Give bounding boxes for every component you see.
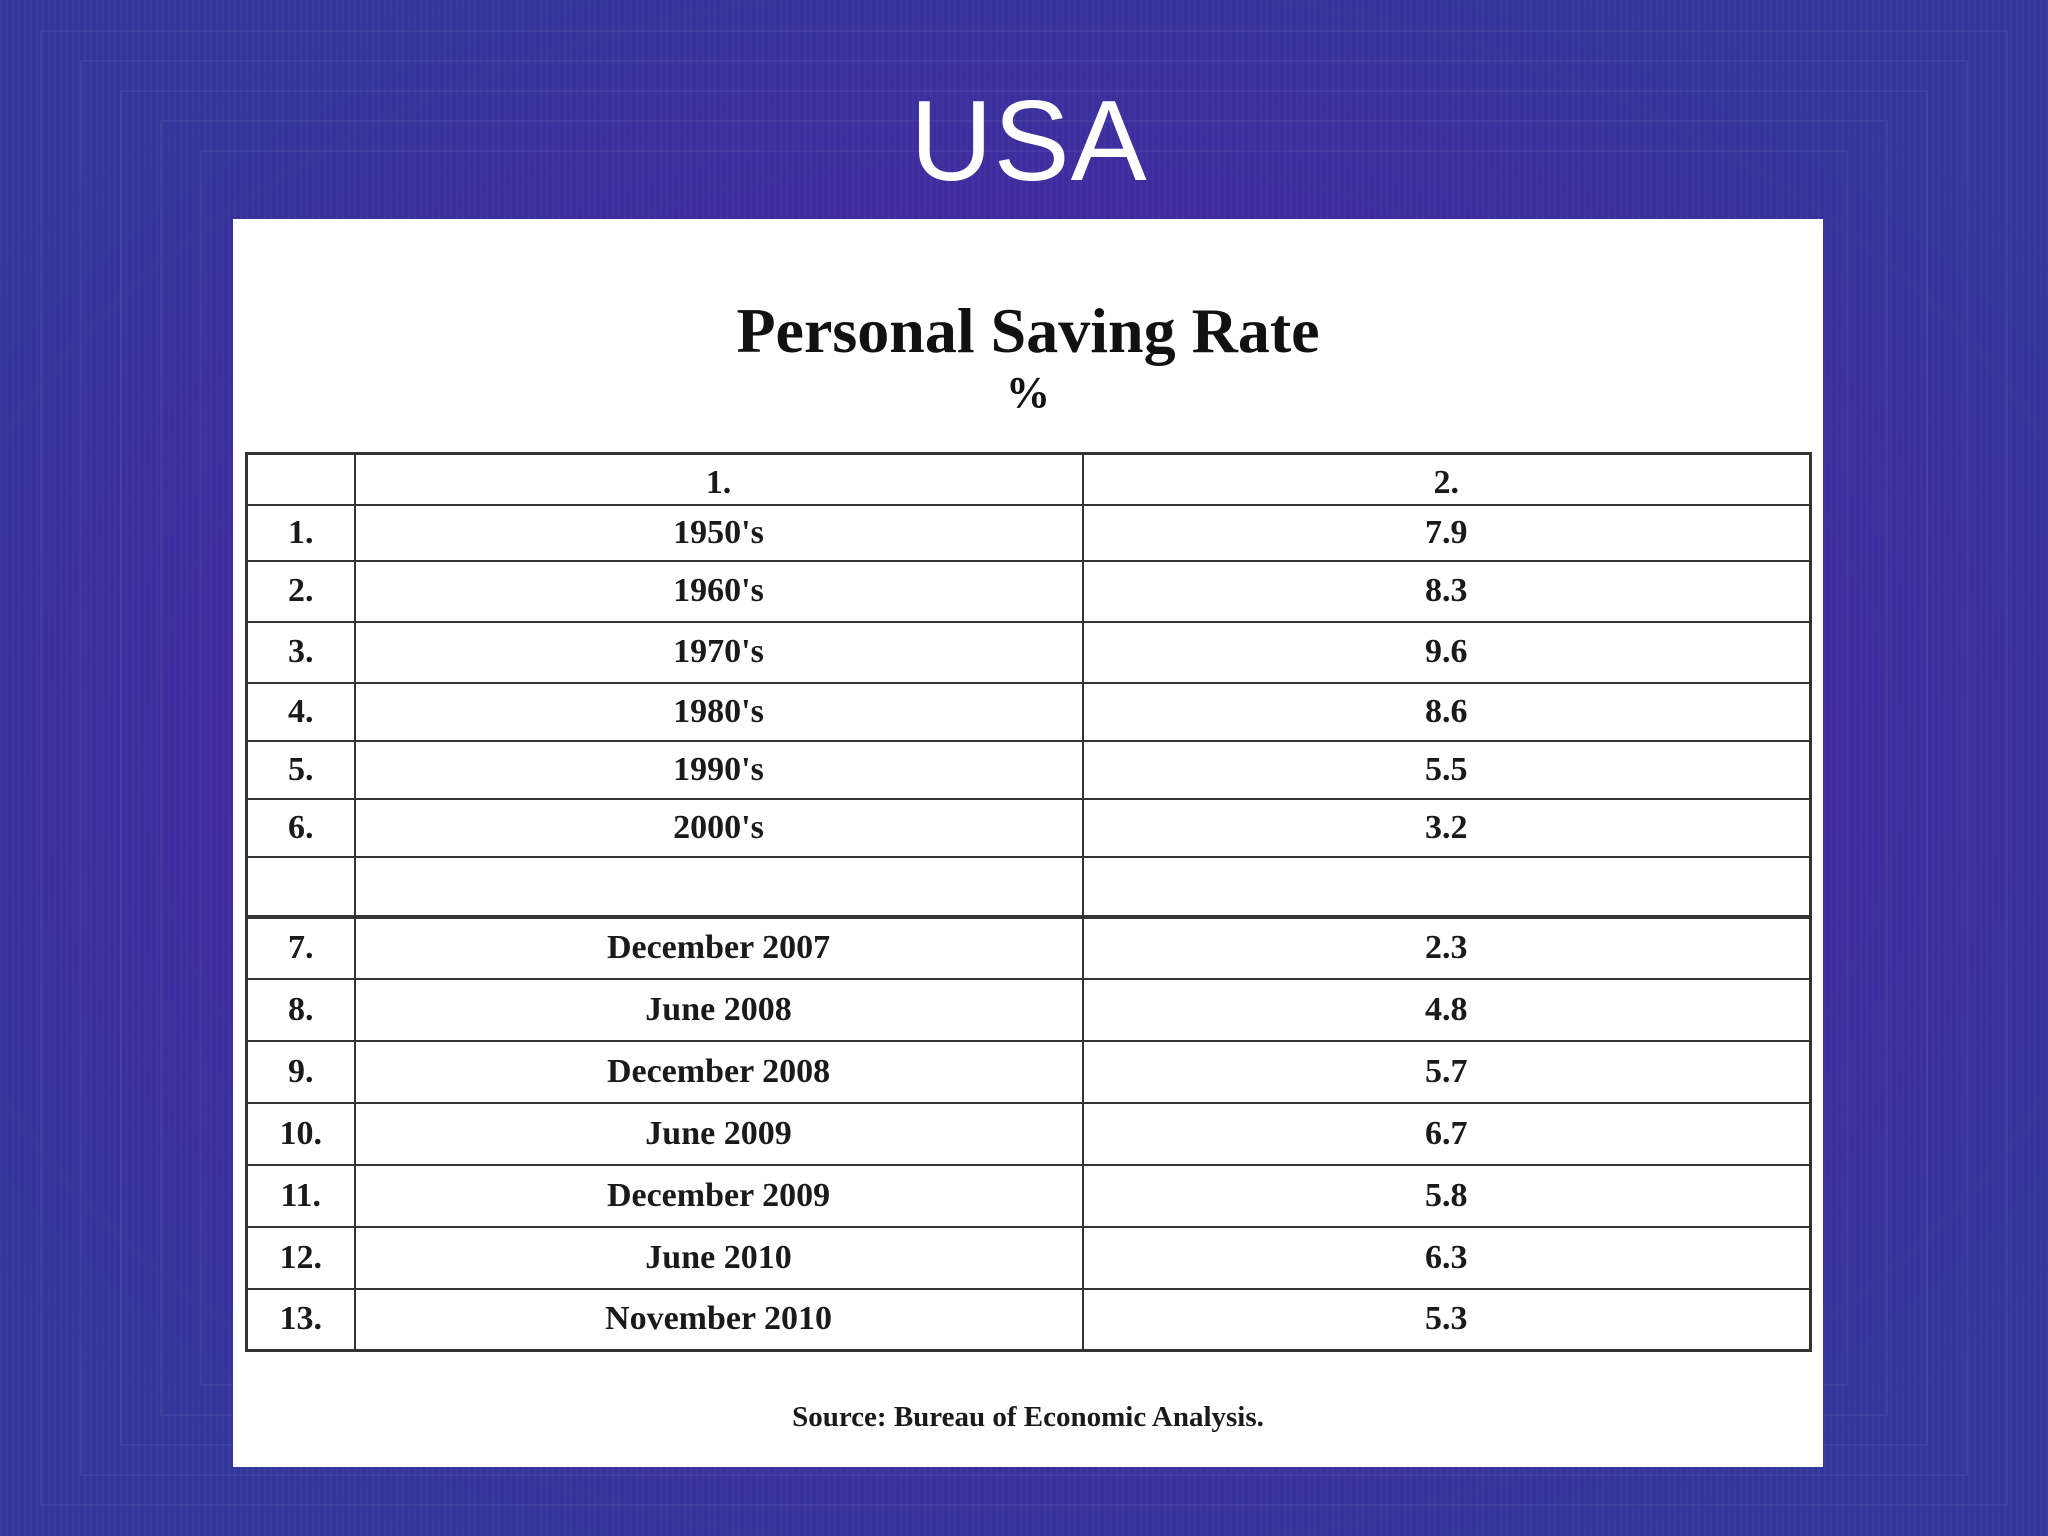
period-cell: November 2010	[353, 1287, 1084, 1352]
rate-cell: 5.7	[1081, 1039, 1812, 1104]
period-cell: December 2007	[353, 914, 1084, 980]
period-cell: 1960's	[353, 559, 1084, 623]
rate-cell: 8.3	[1081, 559, 1812, 623]
row-number-cell: 9.	[245, 1039, 356, 1104]
column-header-rate: 2.	[1081, 452, 1812, 506]
row-number-cell: 10.	[245, 1101, 356, 1166]
rate-cell: 5.3	[1081, 1287, 1812, 1352]
table-row: 13. November 2010 5.3	[245, 1287, 1812, 1352]
rate-cell: 9.6	[1081, 620, 1812, 684]
background-frame-ring	[40, 30, 2008, 1506]
period-cell: December 2009	[353, 1163, 1084, 1228]
background-frame-ring	[80, 60, 1968, 1476]
period-cell: 2000's	[353, 797, 1084, 858]
table-row: 7. December 2007 2.3	[245, 914, 1812, 980]
row-number-cell: 6.	[245, 797, 356, 858]
row-number-cell: 5.	[245, 739, 356, 800]
row-number-cell: 13.	[245, 1287, 356, 1352]
period-cell: June 2008	[353, 977, 1084, 1042]
rate-cell: 5.5	[1081, 739, 1812, 800]
period-cell: 1980's	[353, 681, 1084, 742]
period-cell: June 2010	[353, 1225, 1084, 1290]
table-row: 9. December 2008 5.7	[245, 1039, 1812, 1104]
rate-cell: 5.8	[1081, 1163, 1812, 1228]
rate-cell: 2.3	[1081, 914, 1812, 980]
row-number-cell: 3.	[245, 620, 356, 684]
table-header-row: 1. 2.	[245, 452, 1812, 506]
rate-cell: 6.7	[1081, 1101, 1812, 1166]
source-note: Source: Bureau of Economic Analysis.	[792, 1401, 1264, 1433]
row-number-cell	[245, 855, 356, 918]
row-number-cell: 12.	[245, 1225, 356, 1290]
row-number-cell: 7.	[245, 914, 356, 980]
table-row: 1. 1950's 7.9	[245, 503, 1812, 562]
row-number-cell: 11.	[245, 1163, 356, 1228]
table-row: 12. June 2010 6.3	[245, 1225, 1812, 1290]
rate-cell: 6.3	[1081, 1225, 1812, 1290]
period-cell	[353, 855, 1084, 918]
period-cell: June 2009	[353, 1101, 1084, 1166]
table-row: 2. 1960's 8.3	[245, 559, 1812, 623]
column-header-period: 1.	[353, 452, 1084, 506]
table-row: 4. 1980's 8.6	[245, 681, 1812, 742]
table-row: 10. June 2009 6.7	[245, 1101, 1812, 1166]
rate-cell: 3.2	[1081, 797, 1812, 858]
row-number-cell: 8.	[245, 977, 356, 1042]
row-number-cell: 2.	[245, 559, 356, 623]
row-number-cell: 4.	[245, 681, 356, 742]
document-image: Personal Saving Rate % 1. 2. 1. 1950's 7…	[233, 219, 1823, 1467]
period-cell: 1990's	[353, 739, 1084, 800]
unit-label: %	[1006, 368, 1050, 417]
rate-cell: 8.6	[1081, 681, 1812, 742]
table-row: 8. June 2008 4.8	[245, 977, 1812, 1042]
period-cell: 1950's	[353, 503, 1084, 562]
rate-cell: 7.9	[1081, 503, 1812, 562]
slide-title: USA	[910, 78, 1148, 205]
rate-cell: 4.8	[1081, 977, 1812, 1042]
table-row: 6. 2000's 3.2	[245, 797, 1812, 858]
document-title: Personal Saving Rate	[736, 295, 1320, 366]
table-row: 5. 1990's 5.5	[245, 739, 1812, 800]
table-row: 3. 1970's 9.6	[245, 620, 1812, 684]
saving-rate-table: 1. 2. 1. 1950's 7.9 2. 1960's 8.3 3. 197…	[245, 452, 1812, 1352]
period-cell: 1970's	[353, 620, 1084, 684]
period-cell: December 2008	[353, 1039, 1084, 1104]
column-header-number	[245, 452, 356, 506]
table-row-blank	[245, 855, 1812, 918]
rate-cell	[1081, 855, 1812, 918]
row-number-cell: 1.	[245, 503, 356, 562]
table-row: 11. December 2009 5.8	[245, 1163, 1812, 1228]
